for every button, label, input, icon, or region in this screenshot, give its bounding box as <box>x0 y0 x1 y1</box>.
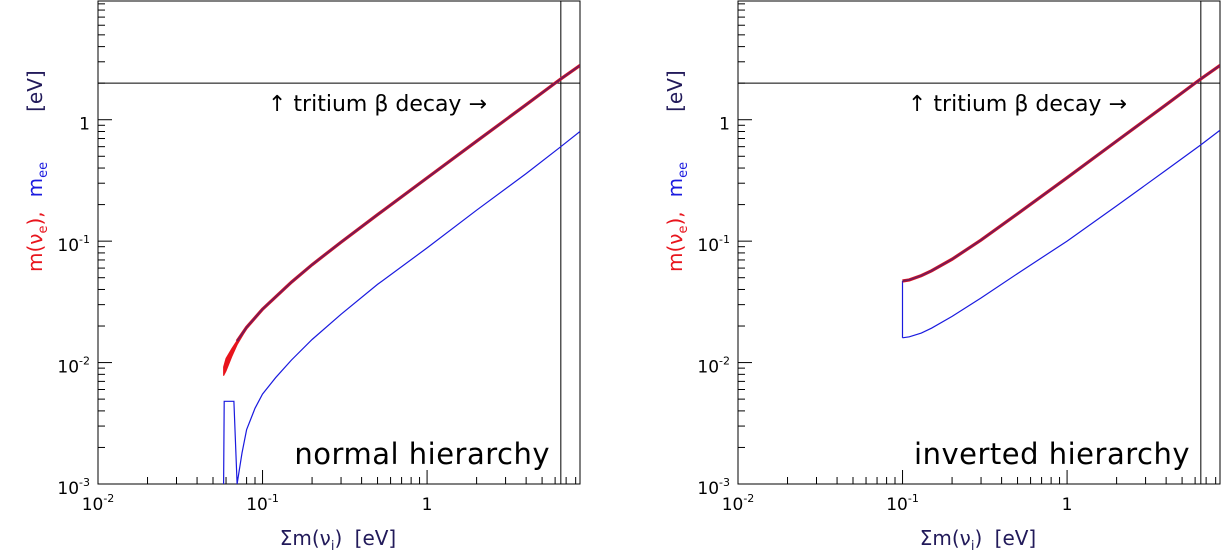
y-tick-label: 10-3 <box>697 476 730 499</box>
y-tick-exponent: -3 <box>79 476 90 489</box>
x-tick-label: 10-1 <box>246 492 279 515</box>
y-title-unit: [eV] <box>23 70 47 112</box>
m-nu-e-band <box>223 307 263 376</box>
y-axis-title: m(νe), mee [eV] <box>663 70 691 272</box>
y-title-red: m(ν <box>23 234 47 272</box>
y-tick-exponent: -3 <box>719 476 730 489</box>
x-title-sub: i <box>971 539 975 554</box>
y-tick-base: 10 <box>57 358 79 378</box>
m-ee-upper-curve <box>902 64 1220 282</box>
axis-ticks <box>737 3 1217 485</box>
x-tick-base: 10 <box>722 495 744 515</box>
m-ee-lower-curve <box>902 129 1220 339</box>
x-tick-base: 10 <box>246 495 268 515</box>
y-title-red: m(ν <box>663 234 687 272</box>
m-ee-upper-curve <box>236 64 580 342</box>
y-tick-label: 1 <box>719 115 730 135</box>
y-title-blue: m <box>23 178 47 197</box>
x-title-unit: [eV] <box>988 526 1036 550</box>
y-tick-exponent: -2 <box>79 355 90 368</box>
y-tick-base: 1 <box>79 115 90 135</box>
y-title-red-sub: e <box>676 226 691 234</box>
y-tick-label: 10-1 <box>697 233 730 256</box>
x-tick-label: 10-1 <box>886 492 919 515</box>
y-tick-label: 10-1 <box>57 233 90 256</box>
y-tick-base: 10 <box>697 479 719 499</box>
x-title-close: ) <box>334 526 342 550</box>
y-tick-exponent: -2 <box>719 355 730 368</box>
y-tick-exponent: -1 <box>719 233 730 246</box>
x-title-close: ) <box>974 526 982 550</box>
data-curves <box>223 64 580 484</box>
y-tick-base: 10 <box>57 479 79 499</box>
y-tick-base: 10 <box>697 358 719 378</box>
panel-normal-hierarchy: 10-2 10-1 110-310-210-11↑ tritium β decay … <box>23 0 581 554</box>
hierarchy-label: inverted hierarchy <box>914 437 1190 471</box>
x-axis-title: Σm(νi) [eV] <box>280 526 396 554</box>
y-title-red-close: ), <box>663 211 687 225</box>
m-ee-lower-curve <box>223 131 580 484</box>
x-tick-label: 10-2 <box>722 492 755 515</box>
x-title-unit: [eV] <box>348 526 396 550</box>
x-tick-base: 10 <box>886 495 908 515</box>
data-curves <box>901 64 1220 339</box>
y-tick-label: 10-3 <box>57 476 90 499</box>
y-tick-label: 10-2 <box>697 355 730 378</box>
tritium-annotation: ↑ tritium β decay → <box>268 92 487 117</box>
plot-frame <box>737 0 1221 485</box>
y-tick-base: 1 <box>719 115 730 135</box>
y-title-blue: m <box>663 178 687 197</box>
y-title-red-close: ), <box>23 211 47 225</box>
x-title-main: Σm(ν <box>920 526 971 550</box>
y-title-unit: [eV] <box>663 70 687 112</box>
plot-frame <box>97 0 581 485</box>
x-tick-exponent: -2 <box>103 492 114 505</box>
x-tick-label: 1 <box>1062 495 1073 515</box>
y-title-red-sub: e <box>36 226 51 234</box>
axis-ticks <box>97 3 577 485</box>
x-axis-title: Σm(νi) [eV] <box>920 526 1036 554</box>
x-tick-exponent: -1 <box>268 492 279 505</box>
x-tick-label: 1 <box>422 495 433 515</box>
y-title-blue-sub: ee <box>36 162 51 178</box>
x-tick-base: 1 <box>1062 495 1073 515</box>
x-tick-exponent: -1 <box>908 492 919 505</box>
y-tick-label: 1 <box>79 115 90 135</box>
x-tick-base: 10 <box>82 495 104 515</box>
x-tick-base: 1 <box>422 495 433 515</box>
x-tick-exponent: -2 <box>743 492 754 505</box>
x-tick-label: 10-2 <box>82 492 115 515</box>
y-tick-base: 10 <box>57 236 79 256</box>
y-title-blue-sub: ee <box>676 162 691 178</box>
hierarchy-label: normal hierarchy <box>294 437 550 471</box>
tritium-annotation: ↑ tritium β decay → <box>908 92 1127 117</box>
x-title-main: Σm(ν <box>280 526 331 550</box>
x-title-sub: i <box>331 539 335 554</box>
panel-inverted-hierarchy: 10-2 10-1 110-310-210-11↑ tritium β decay … <box>663 0 1221 554</box>
y-tick-exponent: -1 <box>79 233 90 246</box>
y-tick-label: 10-2 <box>57 355 90 378</box>
y-axis-title: m(νe), mee [eV] <box>23 70 51 272</box>
y-tick-base: 10 <box>697 236 719 256</box>
